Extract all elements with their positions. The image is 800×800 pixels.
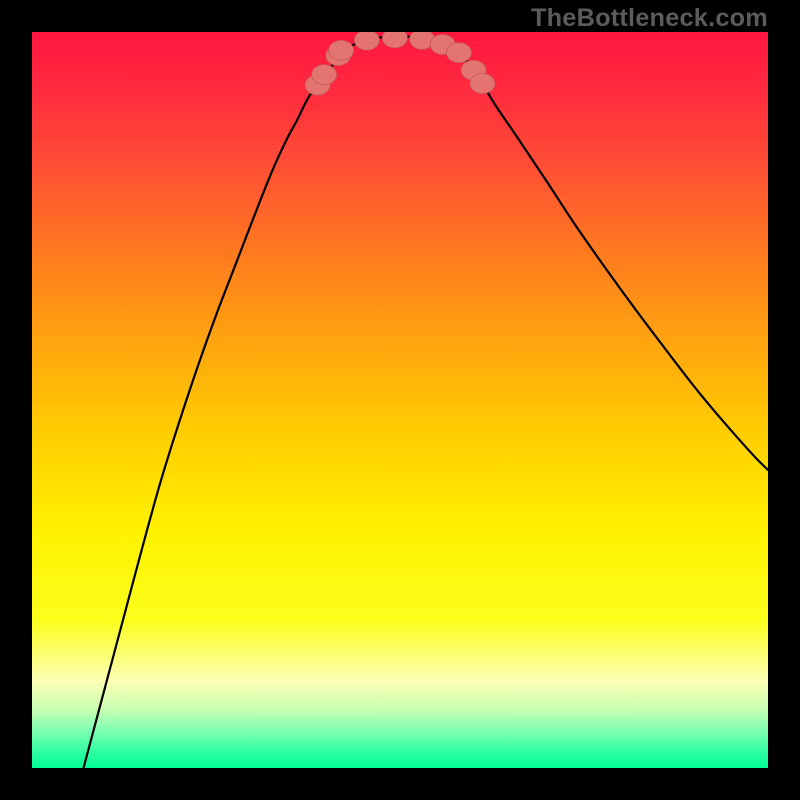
curve-marker bbox=[470, 74, 495, 94]
curve-marker bbox=[354, 30, 379, 50]
frame-border-left bbox=[0, 0, 32, 800]
watermark-text: TheBottleneck.com bbox=[531, 4, 768, 33]
frame-border-right bbox=[768, 0, 800, 800]
curve-marker bbox=[312, 65, 337, 85]
curve-marker bbox=[329, 40, 354, 60]
bottleneck-chart bbox=[0, 0, 800, 800]
frame-border-bottom bbox=[0, 768, 800, 800]
curve-marker bbox=[446, 43, 471, 63]
plot-area bbox=[32, 32, 768, 768]
